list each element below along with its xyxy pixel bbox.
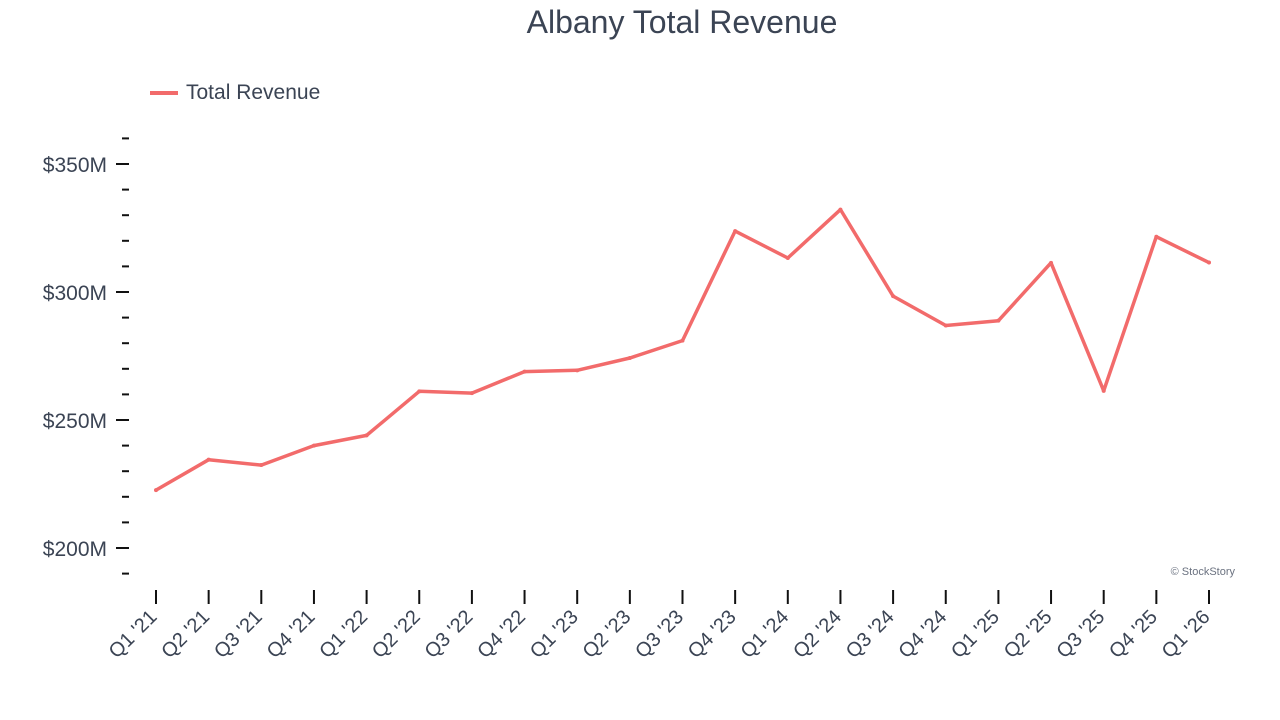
x-tick-label: Q4 '25 (1105, 606, 1162, 663)
x-tick-label: Q3 '21 (210, 606, 267, 663)
data-point (1154, 234, 1159, 239)
data-point (680, 338, 685, 343)
x-tick-label: Q1 '24 (737, 606, 794, 663)
data-point (154, 488, 158, 493)
series-line-total-revenue (154, 207, 1211, 492)
x-tick-label: Q4 '21 (263, 606, 320, 663)
data-point (1101, 388, 1106, 393)
y-tick-label: $300M (43, 282, 107, 305)
data-point (206, 457, 211, 462)
data-point (1049, 260, 1054, 265)
x-tick-label: Q2 '21 (157, 606, 214, 663)
legend: Total Revenue (150, 81, 320, 104)
x-tick-label: Q2 '24 (789, 606, 846, 663)
x-tick-label: Q1 '26 (1158, 606, 1215, 663)
data-point (1207, 260, 1211, 265)
chart-title: Albany Total Revenue (527, 4, 838, 40)
y-tick-label: $250M (43, 410, 107, 433)
data-point (785, 255, 790, 260)
data-point (891, 294, 896, 299)
x-tick-label: Q3 '22 (421, 606, 478, 663)
legend-label: Total Revenue (186, 81, 320, 104)
x-tick-label: Q1 '23 (526, 606, 583, 663)
x-tick-label: Q2 '22 (368, 606, 425, 663)
x-tick-label: Q2 '25 (1000, 606, 1057, 663)
data-point (364, 433, 369, 438)
x-tick-label: Q2 '23 (579, 606, 636, 663)
y-tick-label: $350M (43, 154, 107, 177)
data-point (996, 318, 1001, 323)
credit-text: © StockStory (1171, 566, 1236, 578)
data-point (943, 323, 948, 328)
y-tick-label: $200M (43, 538, 107, 561)
x-tick-label: Q3 '23 (631, 606, 688, 663)
x-tick-label: Q4 '22 (473, 606, 530, 663)
x-tick-label: Q1 '21 (105, 606, 162, 663)
x-tick-label: Q1 '22 (315, 606, 372, 663)
data-point (469, 391, 474, 396)
data-point (575, 368, 580, 373)
data-point (627, 356, 632, 361)
x-tick-label: Q4 '24 (894, 606, 951, 663)
data-point (311, 443, 316, 448)
data-point (733, 229, 738, 234)
x-tick-label: Q3 '25 (1052, 606, 1109, 663)
data-point (417, 389, 422, 394)
data-point (838, 207, 843, 212)
x-tick-label: Q1 '25 (947, 606, 1004, 663)
plot-area (154, 207, 1211, 493)
x-tick-label: Q3 '24 (842, 606, 899, 663)
data-point (259, 463, 264, 468)
data-point (522, 369, 527, 374)
y-axis: $200M $250M $300M $350M (43, 137, 129, 575)
x-tick-label: Q4 '23 (684, 606, 741, 663)
